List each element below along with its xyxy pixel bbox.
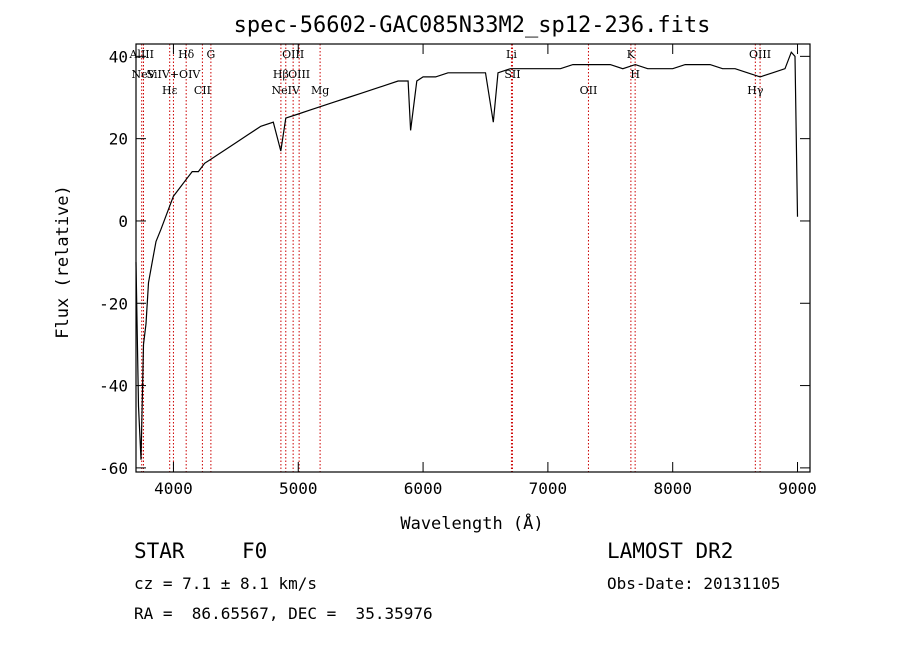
object-class: STAR <box>134 539 185 563</box>
y-tick-label-5: 40 <box>109 47 128 66</box>
ref-line-label-18: OIII <box>749 48 771 61</box>
ref-line-label-3: Hδ <box>178 48 195 61</box>
x-tick-label-5: 9000 <box>778 479 817 498</box>
ref-line-label-1: NeV <box>131 68 156 81</box>
reference-lines <box>141 44 761 472</box>
ref-line-label-8: NeIV <box>272 84 301 97</box>
ref-line-label-15: K <box>627 48 636 61</box>
plot-frame <box>135 43 811 473</box>
x-tick-label-0: 4000 <box>154 479 193 498</box>
ref-line-label-12: Li <box>506 48 517 61</box>
ref-line-label-5: CII <box>194 84 211 97</box>
y-tick-label-3: 0 <box>118 212 128 231</box>
x-tick-label-3: 7000 <box>529 479 568 498</box>
y-tick-label-4: 20 <box>109 130 128 149</box>
y-tick-label-2: -20 <box>99 294 128 313</box>
ref-line-label-14: OII <box>580 84 598 97</box>
chart-title: spec-56602-GAC085N33M2_sp12-236.fits <box>234 13 711 38</box>
y-axis-ticks: -60 -40 -20 0 20 40 <box>99 47 810 478</box>
y-axis-label: Flux (relative) <box>53 185 73 339</box>
x-tick-label-1: 5000 <box>279 479 318 498</box>
y-tick-label-1: -40 <box>99 377 128 396</box>
ref-line-label-13: SII <box>504 68 520 81</box>
ref-line-label-16: H <box>630 68 640 81</box>
x-axis-ticks: 4000 5000 6000 7000 8000 9000 <box>154 44 817 498</box>
ref-line-label-11: Mg <box>311 84 329 97</box>
ref-line-label-9: OIII <box>282 48 304 61</box>
x-tick-label-4: 8000 <box>653 479 692 498</box>
ref-line-label-6: G <box>206 48 215 61</box>
ref-line-label-4: SiIV+OIV <box>147 68 202 81</box>
ref-line-label-2: Hε <box>162 84 178 97</box>
x-tick-label-2: 6000 <box>404 479 443 498</box>
redshift-cz: cz = 7.1 ± 8.1 km/s <box>134 574 318 593</box>
ref-line-label-7: Hβ <box>273 68 289 81</box>
reference-line-labels: AlIIINeVHεHδSiIV+OIVCIIGHβNeIVOIIIOIIIMg… <box>128 48 771 97</box>
y-tick-label-0: -60 <box>99 459 128 478</box>
observation-date: Obs-Date: 20131105 <box>607 574 781 593</box>
object-subclass: F0 <box>242 539 268 563</box>
ref-line-label-0: AlIII <box>128 48 154 61</box>
ra-dec: RA = 86.65567, DEC = 35.35976 <box>134 604 433 623</box>
spectrum-line <box>135 51 799 460</box>
x-axis-label: Wavelength (Å) <box>400 512 543 534</box>
ref-line-label-10: OIII <box>288 68 310 81</box>
survey-name: LAMOST DR2 <box>607 539 734 563</box>
ref-line-label-17: Hγ <box>747 84 764 97</box>
